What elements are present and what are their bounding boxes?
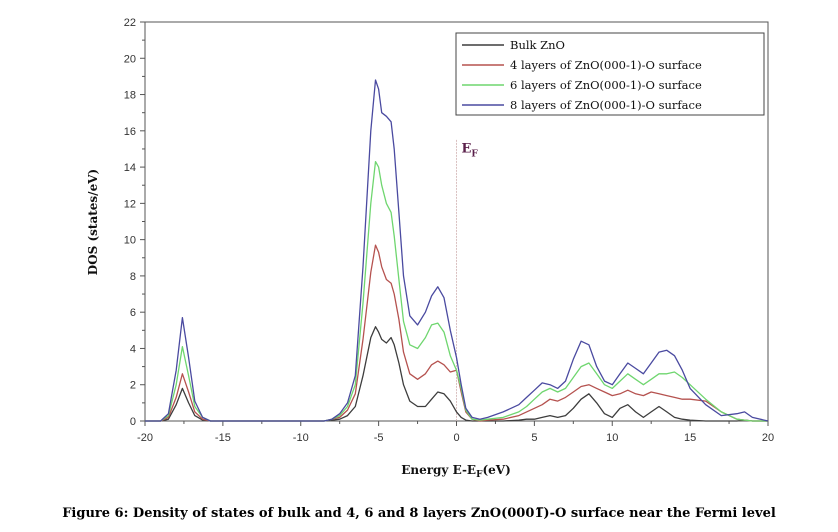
series-lines xyxy=(145,79,769,422)
legend-label-0: Bulk ZnO xyxy=(510,38,565,52)
y-tick-label-9: 18 xyxy=(124,90,136,102)
x-tick-label-5: 5 xyxy=(531,432,537,444)
x-axis-title-unit: (eV) xyxy=(482,463,510,477)
y-tick-label-10: 20 xyxy=(124,53,136,65)
x-tick-label-2: -10 xyxy=(293,432,309,444)
fermi-label-subscript: F xyxy=(471,150,478,160)
y-tick-label-11: 22 xyxy=(124,17,136,29)
series-line-3 xyxy=(145,79,769,422)
x-tick-label-0: -20 xyxy=(137,432,153,444)
x-axis-title-main: Energy E-E xyxy=(401,463,476,477)
legend: Bulk ZnO 4 layers of ZnO(000-1)-O surface… xyxy=(455,32,765,116)
y-tick-label-0: 0 xyxy=(130,416,136,428)
x-axis-title-subscript: F xyxy=(476,470,483,480)
y-tick-label-8: 16 xyxy=(124,126,136,138)
dos-chart: -20 -15 -10 -5 0 5 10 15 20 0246810121416182022 … xyxy=(86,17,774,480)
legend-box xyxy=(455,32,765,116)
x-tick-label-3: -5 xyxy=(374,432,384,444)
fermi-level-label: EF xyxy=(462,142,479,160)
legend-label-1: 4 layers of ZnO(000-1)-O surface xyxy=(510,58,702,72)
y-axis-title: DOS (states/eV) xyxy=(86,169,100,275)
y-tick-label-6: 12 xyxy=(124,198,136,210)
series-line-0 xyxy=(145,326,768,422)
x-tick-label-7: 15 xyxy=(684,432,696,444)
legend-label-2: 6 layers of ZnO(000-1)-O surface xyxy=(510,78,702,92)
x-axis: -20 -15 -10 -5 0 5 10 15 20 xyxy=(137,421,774,444)
y-axis: 0 2 4 6 8 10 12 14 16 18 20 22 xyxy=(124,17,145,428)
y-tick-label-2: 4 xyxy=(130,343,136,355)
x-tick-label-8: 20 xyxy=(762,432,774,444)
x-axis-title: Energy E-EF(eV) xyxy=(401,463,511,480)
y-tick-label-5: 10 xyxy=(124,235,136,247)
x-tick-label-6: 10 xyxy=(606,432,618,444)
x-tick-label-1: -15 xyxy=(215,432,231,444)
y-tick-label-1: 2 xyxy=(130,380,136,392)
y-tick-label-4: 8 xyxy=(130,271,136,283)
y-tick-label-3: 6 xyxy=(130,307,136,319)
legend-label-3: 8 layers of ZnO(000-1)-O surface xyxy=(510,98,702,112)
y-tick-label-7: 14 xyxy=(124,162,136,174)
figure-caption: Figure 6: Density of states of bulk and … xyxy=(62,506,776,521)
x-tick-label-4: 0 xyxy=(453,432,459,444)
